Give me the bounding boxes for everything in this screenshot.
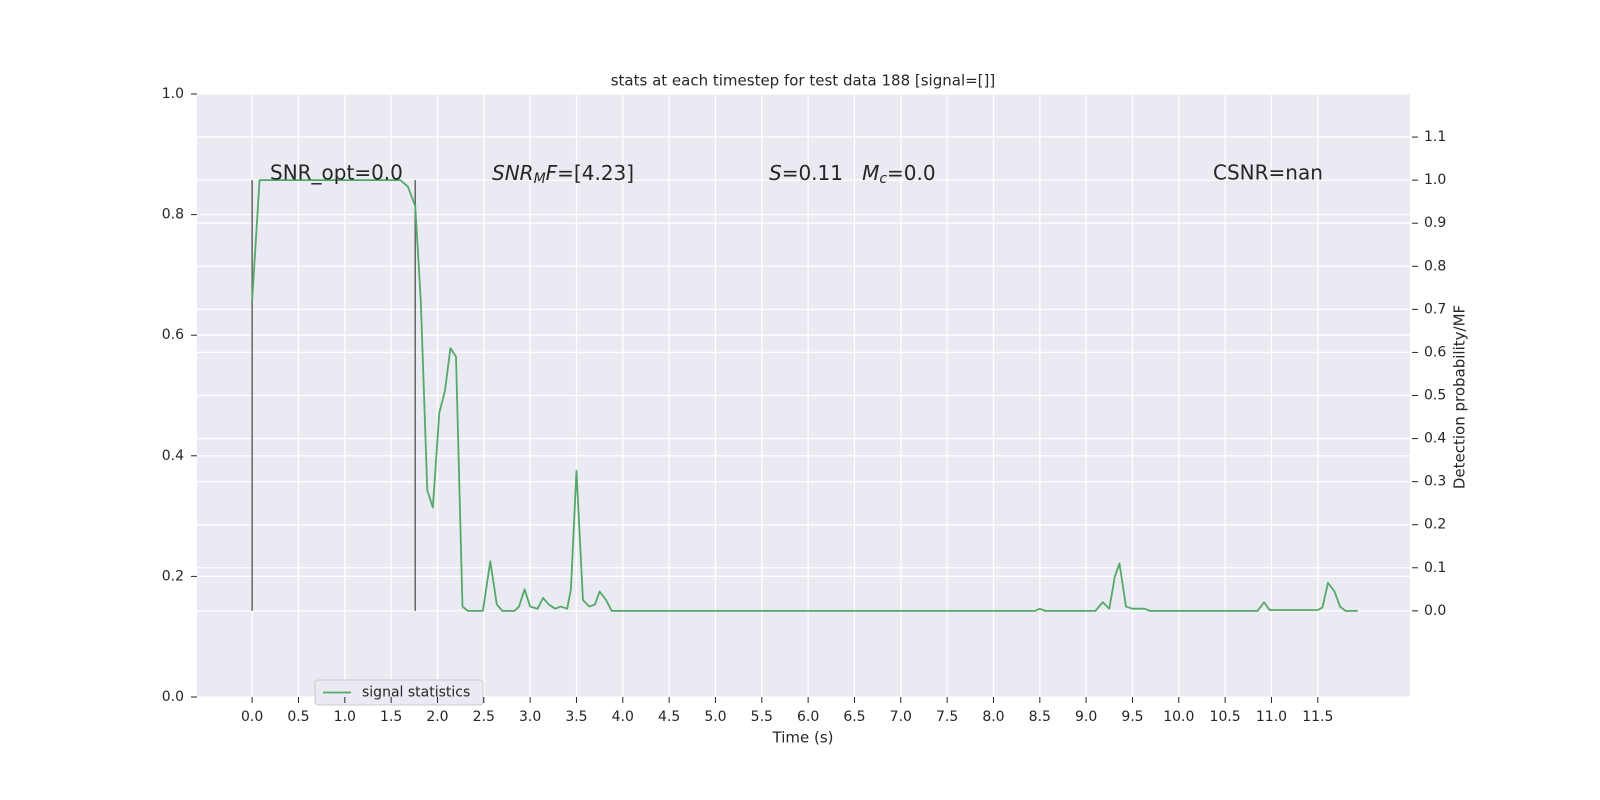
annotation: SNRMF=[4.23] <box>492 161 634 188</box>
legend: signal statistics <box>314 679 484 706</box>
x-tick-label: 0.5 <box>287 709 309 725</box>
y-tick-label: 1.0 <box>162 86 184 102</box>
y2-tick-label: 0.9 <box>1424 215 1446 231</box>
x-tick-label: 8.0 <box>982 709 1004 725</box>
y2-tick-label: 0.0 <box>1424 603 1446 619</box>
annotation-part: =[4.23] <box>557 161 634 185</box>
y-tick-label: 0.6 <box>162 327 184 343</box>
x-tick-label: 1.0 <box>334 709 356 725</box>
y2-tick-label: 1.1 <box>1424 129 1446 145</box>
y2-tick-label: 0.1 <box>1424 560 1446 576</box>
x-tick-label: 7.0 <box>890 709 912 725</box>
y2-tick-label: 0.6 <box>1424 344 1446 360</box>
annotation: SNR_opt=0.0 <box>270 161 403 185</box>
x-tick-label: 4.0 <box>612 709 634 725</box>
x-tick-label: 9.0 <box>1075 709 1097 725</box>
annotation-part: c <box>879 171 887 187</box>
annotation-part: F <box>546 161 558 185</box>
x-tick-label: 3.0 <box>519 709 541 725</box>
y2-tick-label: 0.8 <box>1424 258 1446 274</box>
x-tick-label: 8.5 <box>1029 709 1051 725</box>
y-tick-label: 0.4 <box>162 448 184 464</box>
annotation: CSNR=nan <box>1213 161 1323 185</box>
y2-tick-label: 0.5 <box>1424 388 1446 404</box>
x-tick-label: 6.5 <box>843 709 865 725</box>
legend-box <box>314 679 484 706</box>
y-tick-label: 0.0 <box>162 689 184 705</box>
y2-tick-label: 0.7 <box>1424 301 1446 317</box>
y2-axis-label: Detection probability/MF <box>1451 305 1469 489</box>
x-tick-label: 7.5 <box>936 709 958 725</box>
x-tick-label: 10.0 <box>1163 709 1194 725</box>
y-tick-label: 0.8 <box>162 207 184 223</box>
x-axis-label: Time (s) <box>772 729 834 747</box>
y-tick-label: 0.2 <box>162 568 184 584</box>
x-tick-label: 2.5 <box>473 709 495 725</box>
annotation-part: SNR <box>492 161 534 185</box>
y2-tick-label: 0.2 <box>1424 517 1446 533</box>
x-tick-label: 5.5 <box>751 709 773 725</box>
y2-tick-label: 1.0 <box>1424 172 1446 188</box>
x-tick-label: 2.0 <box>426 709 448 725</box>
x-tick-label: 11.5 <box>1302 709 1333 725</box>
legend-label: signal statistics <box>362 685 470 701</box>
annotation-part: =0.11 <box>782 161 862 185</box>
x-tick-label: 3.5 <box>565 709 587 725</box>
x-tick-label: 5.0 <box>704 709 726 725</box>
x-tick-label: 9.5 <box>1121 709 1143 725</box>
chart-title: stats at each timestep for test data 188… <box>611 72 996 90</box>
y2-tick-label: 0.4 <box>1424 431 1446 447</box>
series-line <box>251 179 1358 612</box>
x-tick-label: 1.5 <box>380 709 402 725</box>
grid <box>197 93 1410 698</box>
x-tick-label: 10.5 <box>1210 709 1241 725</box>
annotation-part: =0.0 <box>887 161 936 185</box>
annotation-part: M <box>534 171 546 187</box>
x-tick-label: 4.5 <box>658 709 680 725</box>
x-tick-label: 0.0 <box>241 709 263 725</box>
annotation: S=0.11 Mc=0.0 <box>769 161 936 188</box>
marks <box>251 179 1358 612</box>
annotation-part: M <box>862 161 879 185</box>
x-tick-label: 6.0 <box>797 709 819 725</box>
y2-tick-label: 0.3 <box>1424 474 1446 490</box>
x-tick-label: 11.0 <box>1256 709 1287 725</box>
annotation-part: S <box>769 161 782 185</box>
